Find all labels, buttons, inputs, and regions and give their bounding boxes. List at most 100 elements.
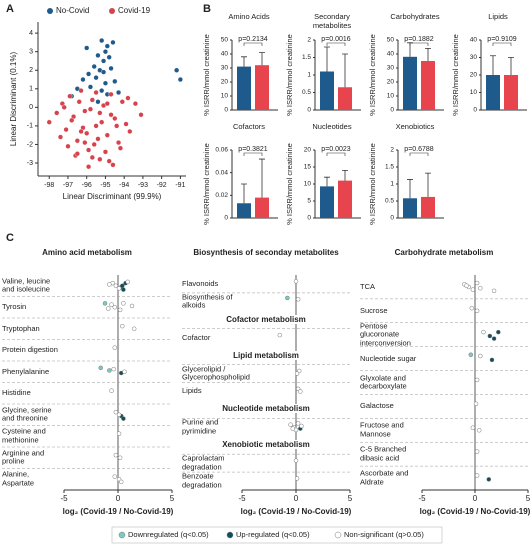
x-axis-label: log₂ (Covid-19 / No-Covid-19): [420, 507, 531, 516]
y-tick-label: 1: [307, 72, 311, 79]
y-tick-label: 2: [390, 147, 394, 154]
y-tick-label: 20: [470, 72, 478, 79]
chart-title: Cofactors: [232, 122, 266, 131]
p-value: p=0.3821: [238, 146, 267, 153]
x-axis-label: log₂ (Covid-19 / No-Covid-19): [63, 507, 174, 516]
significance-bracket: [326, 152, 346, 156]
panel-label: A: [6, 3, 14, 15]
y-axis-label: % ISRR/mmol creatinine: [451, 34, 460, 116]
point: [74, 151, 80, 157]
x-tick-label: -5: [60, 494, 68, 503]
point: [478, 353, 483, 359]
point: [489, 357, 495, 363]
y-tick-label: 10: [387, 93, 395, 100]
y-tick-label: 0.02: [215, 192, 228, 199]
point: [293, 458, 299, 463]
point: [106, 54, 112, 60]
x-tick-label: -91: [175, 182, 185, 189]
category-label: Cysteine and methionine: [2, 426, 46, 445]
point: [174, 67, 180, 73]
legend-label: Covid-19: [118, 6, 151, 15]
category-label: Tyrosin: [2, 302, 27, 311]
y-tick-label: 50: [387, 37, 395, 44]
point: [46, 119, 52, 125]
point: [87, 106, 94, 112]
p-value: p=0.2134: [238, 36, 267, 43]
chart-title: Nucleotides: [312, 122, 352, 131]
legend-swatch: [118, 531, 126, 539]
bar: [237, 203, 251, 218]
y-tick-label: 0: [307, 215, 311, 222]
y-tick-label: 10: [470, 89, 478, 96]
point: [97, 156, 103, 162]
point: [117, 145, 124, 151]
point: [107, 282, 112, 287]
p-value: p=0.9109: [487, 36, 516, 43]
y-tick-label: 0: [307, 107, 311, 114]
point: [91, 63, 97, 70]
point: [106, 158, 112, 164]
y-axis-label: % ISRR/mmol creatinine: [285, 143, 294, 225]
point: [89, 154, 95, 161]
category-label: Valine, leucine and isoleucine: [2, 276, 51, 294]
point: [299, 423, 304, 429]
legend-label: No-Covid: [56, 6, 89, 15]
y-axis-label: % ISRR/mmol creatinine: [368, 34, 377, 116]
significance-bracket: [409, 152, 429, 156]
point: [115, 89, 122, 96]
bar: [403, 198, 417, 218]
y-tick-label: 0: [224, 107, 228, 114]
y-tick-label: 0.04: [215, 169, 228, 176]
y-tick-label: 5: [307, 198, 311, 205]
y-tick-label: 40: [470, 37, 478, 44]
point: [76, 99, 82, 105]
y-tick-label: 10: [221, 93, 229, 100]
category-label: TCA: [360, 281, 375, 291]
point: [104, 101, 110, 107]
point: [100, 69, 107, 75]
point: [113, 283, 119, 288]
bar: [338, 180, 352, 218]
bar: [403, 56, 417, 110]
p-value: p=0.0016: [321, 36, 350, 43]
error-bar: [407, 179, 413, 199]
point: [107, 368, 112, 373]
category-label: Lipids: [182, 386, 202, 396]
point: [85, 71, 92, 77]
x-axis-label: Linear Discriminant (99.9%): [63, 192, 162, 201]
point: [464, 283, 469, 288]
bar: [421, 61, 435, 110]
x-tick-label: 0: [294, 494, 299, 503]
point: [122, 369, 127, 374]
point: [121, 287, 126, 292]
panel-label: B: [203, 3, 211, 15]
error-bar: [259, 158, 265, 198]
y-tick-label: 0: [224, 215, 228, 222]
point: [110, 39, 116, 46]
point: [298, 389, 303, 394]
group-title: Biosynthesis of seconday metabolites: [193, 248, 339, 257]
point: [125, 279, 130, 285]
point: [87, 84, 94, 90]
y-tick-label: 2: [307, 37, 311, 44]
y-tick-label: 30: [221, 65, 229, 72]
y-tick-label: 50: [221, 37, 229, 44]
point: [99, 37, 105, 44]
point: [63, 127, 69, 133]
error-bar: [324, 46, 330, 72]
point: [114, 123, 120, 129]
bar: [421, 196, 435, 218]
error-bar: [259, 52, 265, 66]
point: [102, 49, 109, 55]
legend-label: Non-significant (q>0.05): [344, 530, 424, 539]
error-bar: [508, 57, 514, 75]
group-title: Xenobiotic metabolism: [182, 440, 350, 450]
x-tick-label: -96: [82, 182, 92, 189]
x-tick-label: 5: [348, 494, 353, 503]
y-tick-label: 0.06: [215, 147, 228, 154]
point: [121, 416, 126, 421]
y-tick-label: 40: [221, 51, 229, 58]
point: [119, 99, 125, 105]
point: [469, 305, 475, 311]
